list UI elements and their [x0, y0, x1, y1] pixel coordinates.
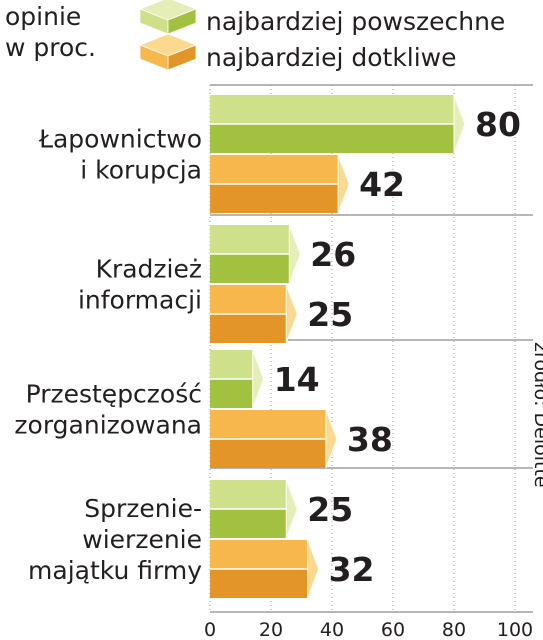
bar-tip: [325, 409, 338, 469]
x-tick-label: 20: [259, 619, 283, 640]
value-label: 42: [359, 165, 405, 204]
bar-face-upper: [210, 95, 454, 124]
bar-face-lower: [210, 254, 290, 283]
bar-tip: [288, 224, 301, 284]
bar-face-upper: [210, 350, 253, 379]
legend-label: najbardziej powszechne: [206, 7, 505, 36]
category-label: majątku firmy: [28, 556, 202, 585]
bar-tip: [285, 479, 298, 539]
bar-green: [210, 224, 301, 284]
bar-face-lower: [210, 439, 326, 468]
cube-right-face: [167, 8, 197, 35]
x-tick-label: 80: [442, 619, 466, 640]
bar-tip: [337, 154, 350, 214]
bar-tip: [453, 94, 466, 154]
x-axis: 0 20 40 60 80 100: [204, 611, 533, 640]
bar-face-upper: [210, 540, 308, 569]
category-label: wierzenie: [82, 525, 202, 554]
value-label: 26: [310, 235, 356, 274]
source-note: źródło: Deloitte: [530, 342, 543, 488]
bar-tip: [285, 284, 298, 344]
legend: najbardziej powszechne najbardziej dotkli…: [138, 0, 505, 72]
bar-green: [210, 479, 298, 539]
bar-face-upper: [210, 480, 287, 509]
category-label: Przestępczość: [26, 380, 202, 409]
bar-face-lower: [210, 184, 339, 213]
x-tick-label: 60: [381, 619, 405, 640]
bar-tip: [252, 349, 265, 409]
bar-orange: [210, 539, 320, 599]
bar-face-lower: [210, 124, 454, 153]
bars: [210, 94, 466, 599]
x-tick-label: 40: [320, 619, 344, 640]
bar-face-upper: [210, 225, 290, 254]
category-label: Łapownictwo: [38, 125, 202, 154]
bar-green: [210, 349, 265, 409]
bar-face-upper: [210, 155, 339, 184]
bar-green: [210, 94, 466, 154]
value-label: 32: [329, 550, 375, 589]
category-label: informacji: [78, 286, 202, 315]
legend-swatch-icon: [138, 33, 198, 71]
bar-face-upper: [210, 410, 326, 439]
value-label: 38: [347, 420, 393, 459]
bar-orange: [210, 409, 338, 469]
bar-face-lower: [210, 379, 253, 408]
bar-face-lower: [210, 569, 308, 598]
unit-label-line: opinie: [5, 2, 81, 31]
category-label: zorganizowana: [14, 411, 202, 440]
bar-face-upper: [210, 285, 287, 314]
value-label: 80: [475, 105, 521, 144]
cube-right-face: [167, 44, 197, 71]
category-label: Sprzenie-: [84, 494, 202, 523]
value-label: 25: [307, 490, 353, 529]
value-label: 14: [274, 360, 320, 399]
unit-label-line: w proc.: [5, 33, 96, 62]
bar-face-lower: [210, 314, 287, 343]
bar-orange: [210, 284, 298, 344]
value-label: 25: [307, 295, 353, 334]
legend-swatch-icon: [138, 0, 198, 35]
category-label: i korupcja: [80, 156, 202, 185]
x-tick-label: 0: [204, 619, 216, 640]
category-label: Kradzież: [96, 255, 202, 284]
legend-label: najbardziej dotkliwe: [206, 43, 457, 72]
bar-tip: [307, 539, 320, 599]
bar-face-lower: [210, 509, 287, 538]
bar-orange: [210, 154, 350, 214]
x-tick-label: 100: [497, 619, 533, 640]
